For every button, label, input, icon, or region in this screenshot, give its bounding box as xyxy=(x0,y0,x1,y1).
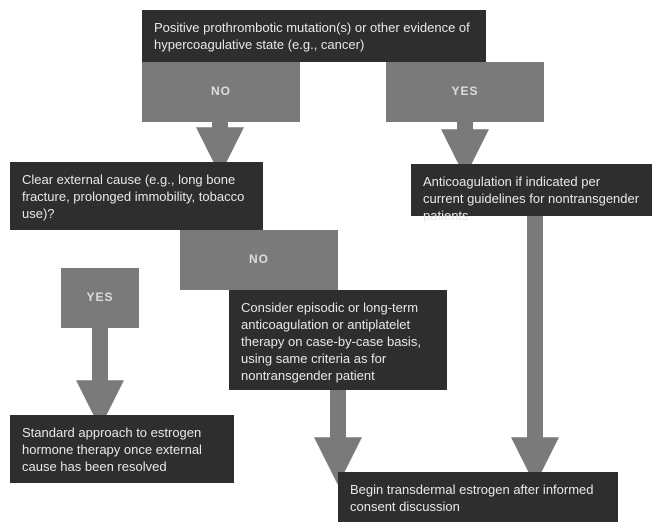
node-consider: Consider episodic or long-term anticoagu… xyxy=(229,290,447,390)
branch-yes-ec: YES xyxy=(61,268,139,328)
branch-no-root: NO xyxy=(142,62,300,122)
node-external-cause: Clear external cause (e.g., long bone fr… xyxy=(10,162,263,230)
node-standard: Standard approach to estrogen hormone th… xyxy=(10,415,234,483)
branch-no-ec: NO xyxy=(180,230,338,290)
node-anticoag-yes: Anticoagulation if indicated per current… xyxy=(411,164,652,216)
branch-yes-root: YES xyxy=(386,62,544,122)
node-root: Positive prothrombotic mutation(s) or ot… xyxy=(142,10,486,62)
node-begin: Begin transdermal estrogen after informe… xyxy=(338,472,618,522)
